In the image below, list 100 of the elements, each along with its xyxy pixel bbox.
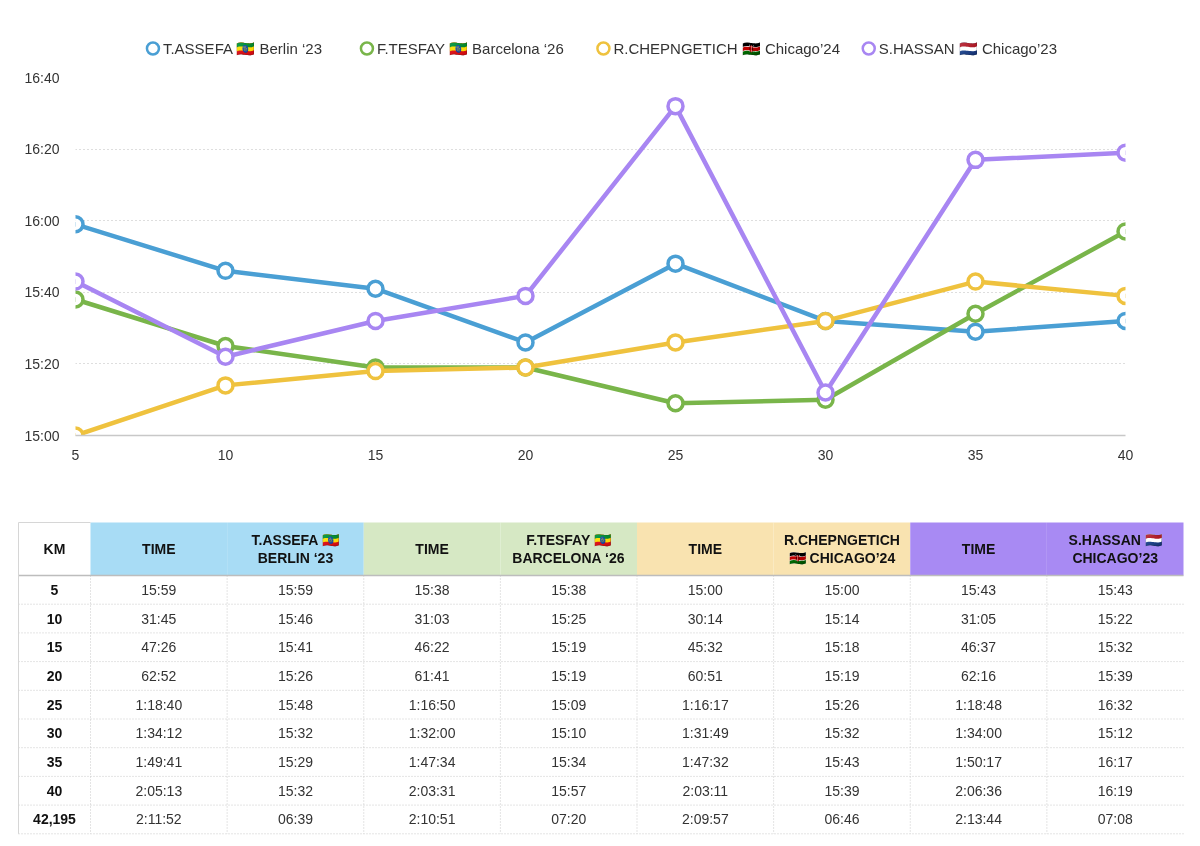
text: 15:48 — [277, 696, 313, 713]
point — [666, 394, 685, 413]
text: 1:50:17 — [955, 754, 1002, 771]
text: 15:10 — [551, 725, 587, 742]
text: 1:34:12 — [135, 725, 183, 742]
y-tick-label: 15:20 — [24, 355, 60, 372]
point — [966, 304, 985, 324]
point — [366, 361, 385, 381]
text: 15:22 — [1097, 610, 1133, 627]
text: 61:41 — [414, 667, 450, 684]
text: 15:00 — [824, 581, 860, 598]
point — [666, 96, 685, 116]
x-tick-label: 15 — [367, 446, 384, 463]
text: 2:13:44 — [955, 811, 1002, 828]
text: 15:34 — [551, 754, 587, 771]
text: 2:09:57 — [681, 811, 729, 828]
text: 16:32 — [1097, 696, 1133, 713]
text: 16:17 — [1097, 754, 1133, 771]
legend-label: R.CHEPNGETICH 🇰🇪 Chicago’24 — [613, 40, 840, 57]
point — [216, 261, 235, 281]
text: 15:43 — [824, 754, 860, 771]
y-tick-label: 16:20 — [24, 141, 60, 158]
y-tick-label: 15:00 — [24, 427, 60, 444]
text: 46:22 — [414, 639, 450, 656]
text: 15:19 — [551, 639, 587, 656]
text: 16:19 — [1097, 782, 1133, 799]
text: 07:20 — [551, 811, 587, 828]
point — [966, 272, 985, 291]
y-tick-label: 15:40 — [24, 284, 60, 301]
point — [216, 376, 235, 395]
text: 1:18:40 — [135, 696, 183, 713]
text: 1:34:00 — [955, 725, 1002, 742]
text: 1:49:41 — [135, 754, 183, 771]
text: 15:25 — [551, 610, 587, 627]
text: 1:16:17 — [681, 696, 729, 713]
x-tick-label: TIME — [142, 541, 176, 557]
y-tick-label: 5 — [50, 581, 59, 598]
text: 2:05:13 — [135, 782, 183, 799]
x-tick-label: 40 — [1117, 446, 1134, 463]
text: 15:12 — [1097, 725, 1133, 742]
text: 15:43 — [1097, 581, 1133, 598]
text: 15:41 — [277, 639, 313, 656]
point — [366, 279, 385, 298]
x-tick-label: 20 — [517, 446, 534, 463]
x-tick-label: TIME — [415, 541, 449, 557]
text: 30:14 — [687, 610, 723, 627]
text: 15:19 — [551, 667, 587, 684]
text: 1:18:48 — [955, 696, 1002, 713]
text: 31:45 — [141, 610, 177, 627]
text: 15:29 — [277, 754, 313, 771]
y-tick-label: 10 — [46, 610, 63, 627]
x-tick-label: 10 — [217, 446, 234, 463]
y-tick-label: 30 — [46, 725, 63, 742]
point — [816, 383, 835, 402]
point — [516, 333, 535, 352]
legend-label: S.HASSAN 🇳🇱 Chicago’23 — [878, 40, 1057, 57]
text: 07:08 — [1097, 811, 1133, 828]
text: 15:32 — [824, 725, 860, 742]
text: 2:03:11 — [682, 782, 729, 799]
point — [516, 286, 535, 306]
text: 15:46 — [277, 610, 313, 627]
point — [216, 347, 235, 366]
text: 62:16 — [961, 667, 997, 684]
text: 31:03 — [414, 610, 450, 627]
text: 1:47:34 — [408, 754, 456, 771]
y-tick-label: 25 — [46, 696, 63, 713]
point — [966, 150, 985, 170]
text: 1:16:50 — [408, 696, 456, 713]
y-tick-label: 16:40 — [24, 69, 60, 86]
text: 15:18 — [824, 639, 860, 656]
text: 15:59 — [277, 581, 313, 598]
legend-label: F.TESFAY 🇪🇹 Barcelona ‘26 — [376, 40, 564, 57]
text: 1:32:00 — [408, 725, 456, 742]
text: 06:39 — [277, 811, 313, 828]
text: 31:05 — [961, 610, 997, 627]
legend-label: T.ASSEFA 🇪🇹 Berlin ‘23 — [162, 40, 323, 57]
y-tick-label: 16:00 — [24, 212, 60, 229]
x-tick-label: T.ASSEFA 🇪🇹 BERLIN ‘23 — [251, 532, 340, 566]
text: 15:57 — [551, 782, 587, 799]
y-tick-label: 15 — [46, 639, 63, 656]
text: 45:32 — [687, 639, 723, 656]
x-tick-label: S.HASSAN 🇳🇱 CHICAGO’23 — [1068, 532, 1163, 566]
text: 15:32 — [1097, 639, 1133, 656]
text: 62:52 — [141, 667, 177, 684]
x-tick-label: 30 — [817, 446, 834, 463]
text: 2:10:51 — [408, 811, 456, 828]
x-tick-label: R.CHEPNGETICH 🇰🇪 CHICAGO’24 — [783, 532, 900, 566]
text: 60:51 — [687, 667, 723, 684]
text: 15:43 — [961, 581, 997, 598]
text: 15:00 — [687, 581, 723, 598]
text: 46:37 — [961, 639, 997, 656]
y-tick-label: 35 — [46, 754, 63, 771]
y-tick-label: 20 — [46, 667, 63, 684]
text: 15:09 — [551, 696, 587, 713]
text: 2:11:52 — [135, 811, 182, 828]
text: 06:46 — [824, 811, 860, 828]
text: 47:26 — [141, 639, 177, 656]
text: 15:38 — [414, 581, 450, 598]
text: 1:31:49 — [681, 725, 729, 742]
text: 15:32 — [277, 782, 313, 799]
